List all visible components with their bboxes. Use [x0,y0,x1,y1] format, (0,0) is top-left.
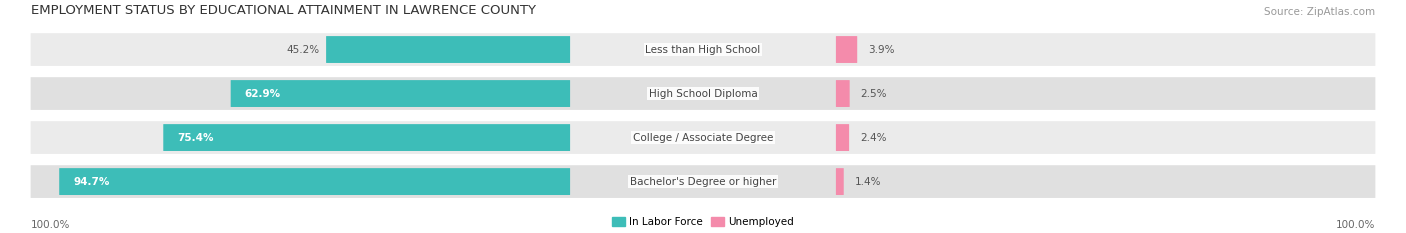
Text: Source: ZipAtlas.com: Source: ZipAtlas.com [1264,7,1375,17]
Text: College / Associate Degree: College / Associate Degree [633,133,773,143]
FancyBboxPatch shape [837,36,858,63]
Text: 75.4%: 75.4% [177,133,214,143]
FancyBboxPatch shape [163,124,569,151]
Text: 2.4%: 2.4% [860,133,887,143]
FancyBboxPatch shape [231,80,569,107]
Text: 100.0%: 100.0% [31,220,70,230]
FancyBboxPatch shape [31,165,1375,198]
Text: 1.4%: 1.4% [855,177,882,187]
FancyBboxPatch shape [31,121,1375,154]
Text: EMPLOYMENT STATUS BY EDUCATIONAL ATTAINMENT IN LAWRENCE COUNTY: EMPLOYMENT STATUS BY EDUCATIONAL ATTAINM… [31,3,536,17]
FancyBboxPatch shape [31,77,1375,110]
Text: 94.7%: 94.7% [73,177,110,187]
FancyBboxPatch shape [59,168,569,195]
Legend: In Labor Force, Unemployed: In Labor Force, Unemployed [609,213,797,231]
FancyBboxPatch shape [326,36,569,63]
Text: High School Diploma: High School Diploma [648,89,758,99]
Text: Bachelor's Degree or higher: Bachelor's Degree or higher [630,177,776,187]
Text: 45.2%: 45.2% [287,45,319,55]
Text: 3.9%: 3.9% [869,45,894,55]
FancyBboxPatch shape [837,80,849,107]
FancyBboxPatch shape [31,33,1375,66]
FancyBboxPatch shape [837,124,849,151]
Text: 100.0%: 100.0% [1336,220,1375,230]
FancyBboxPatch shape [837,168,844,195]
Text: 2.5%: 2.5% [860,89,887,99]
Text: Less than High School: Less than High School [645,45,761,55]
Text: 62.9%: 62.9% [245,89,281,99]
